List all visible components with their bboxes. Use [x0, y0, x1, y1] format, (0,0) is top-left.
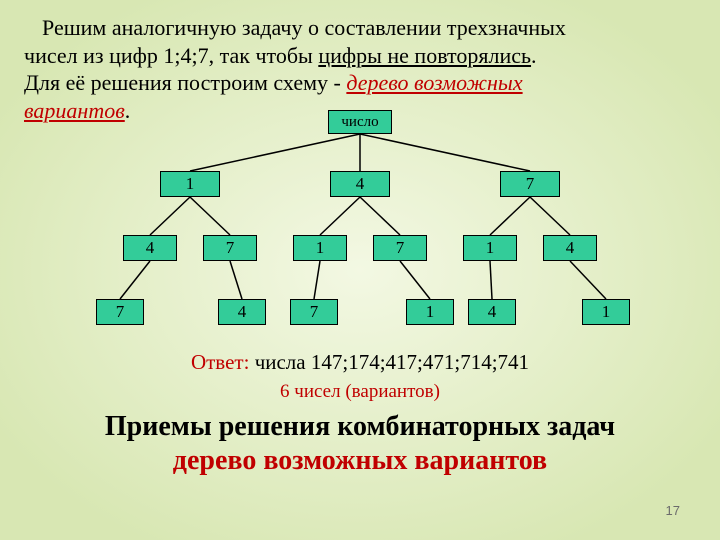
tree-level2-node-5: 4: [543, 235, 597, 261]
decision-tree: число147471714747141: [50, 108, 670, 340]
answer-label: Ответ:: [191, 350, 249, 374]
tree-level3-node-1: 4: [218, 299, 266, 325]
tree-level1-node-2: 7: [500, 171, 560, 197]
tree-edge: [314, 261, 320, 299]
tree-edge: [400, 261, 430, 299]
answer-text: числа 147;174;417;471;714;741: [249, 350, 529, 374]
para-dot1: .: [531, 43, 537, 68]
tree-level3-node-5: 1: [582, 299, 630, 325]
tree-edge: [490, 197, 530, 235]
tree-edge: [570, 261, 606, 299]
tree-edge: [230, 261, 242, 299]
tree-level2-node-0: 4: [123, 235, 177, 261]
tree-edge: [190, 134, 360, 171]
tree-level1-node-0: 1: [160, 171, 220, 197]
tree-level2-node-3: 7: [373, 235, 427, 261]
tree-edge: [360, 197, 400, 235]
tree-edge: [320, 197, 360, 235]
tree-level3-node-2: 7: [290, 299, 338, 325]
tree-level2-node-2: 1: [293, 235, 347, 261]
tree-level3-node-0: 7: [96, 299, 144, 325]
tree-level2-node-4: 1: [463, 235, 517, 261]
page-number: 17: [666, 503, 680, 518]
tree-edge: [190, 197, 230, 235]
answer-line: Ответ: числа 147;174;417;471;714;741: [24, 350, 696, 375]
slide-content: Решим аналогичную задачу о составлении т…: [0, 0, 720, 540]
para-red-1: дерево возможных: [346, 70, 522, 95]
para-line2a: чисел из цифр 1;4;7, так чтобы: [24, 43, 318, 68]
tree-level3-node-4: 4: [468, 299, 516, 325]
tree-edge: [150, 197, 190, 235]
count-line: 6 чисел (вариантов): [24, 381, 696, 403]
tree-root-node: число: [328, 110, 392, 134]
title-line-1: Приемы решения комбинаторных задач: [24, 411, 696, 443]
para-underline-1: цифры не повторялись: [318, 43, 531, 68]
tree-edge: [120, 261, 150, 299]
tree-edge: [530, 197, 570, 235]
tree-edge: [490, 261, 492, 299]
tree-level2-node-1: 7: [203, 235, 257, 261]
title-line-2: дерево возможных вариантов: [24, 445, 696, 477]
tree-level3-node-3: 1: [406, 299, 454, 325]
para-line3a: Для её решения построим схему -: [24, 70, 346, 95]
para-line1: Решим аналогичную задачу о составлении т…: [42, 15, 566, 40]
tree-edge: [360, 134, 530, 171]
tree-level1-node-1: 4: [330, 171, 390, 197]
